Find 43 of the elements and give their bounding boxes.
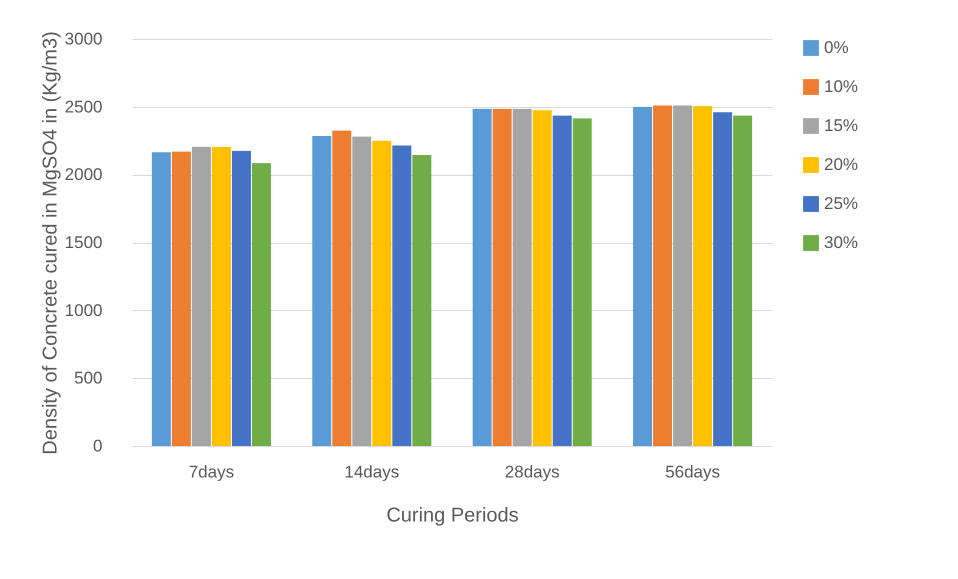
y-tick-label: 1500 bbox=[64, 233, 102, 252]
bar bbox=[252, 163, 271, 446]
bar bbox=[532, 110, 552, 446]
bar bbox=[572, 118, 592, 446]
bar bbox=[492, 108, 512, 446]
legend-label: 20% bbox=[824, 155, 858, 174]
bar bbox=[633, 106, 652, 446]
bar bbox=[392, 146, 412, 446]
x-axis-title: Curing Periods bbox=[386, 504, 519, 526]
bar bbox=[693, 106, 712, 446]
bar bbox=[312, 136, 332, 446]
legend-label: 0% bbox=[824, 38, 849, 57]
bar bbox=[212, 146, 231, 446]
bar bbox=[412, 154, 432, 446]
y-tick-label: 0 bbox=[93, 436, 102, 456]
bar bbox=[713, 112, 732, 446]
y-tick-label: 500 bbox=[74, 368, 102, 388]
bar bbox=[733, 116, 752, 446]
bar bbox=[653, 105, 672, 446]
bar bbox=[512, 108, 532, 446]
y-tick-label: 1000 bbox=[64, 300, 102, 320]
bar bbox=[152, 152, 171, 446]
x-tick-label: 56days bbox=[665, 462, 720, 482]
bar bbox=[472, 108, 492, 446]
x-tick-label: 7days bbox=[188, 462, 234, 482]
y-tick-label: 3000 bbox=[64, 30, 102, 48]
x-tick-label: 14days bbox=[344, 462, 400, 482]
legend-label: 30% bbox=[824, 233, 858, 252]
x-tick-label: 28days bbox=[504, 462, 560, 482]
y-axis-title: Density of Concrete cured in MgSO4 in (Kg/m3) bbox=[40, 31, 62, 455]
y-tick-label: 2000 bbox=[64, 165, 102, 184]
bar bbox=[232, 150, 251, 446]
bar bbox=[352, 136, 372, 446]
bar bbox=[372, 140, 392, 446]
bar bbox=[192, 146, 211, 446]
bar bbox=[172, 152, 191, 446]
y-tick-label: 2500 bbox=[64, 97, 102, 116]
bar bbox=[332, 130, 352, 446]
bar bbox=[552, 116, 572, 446]
legend-label: 25% bbox=[824, 194, 858, 213]
legend-label: 15% bbox=[824, 116, 858, 135]
legend-label: 10% bbox=[824, 77, 858, 96]
bar bbox=[673, 105, 692, 446]
